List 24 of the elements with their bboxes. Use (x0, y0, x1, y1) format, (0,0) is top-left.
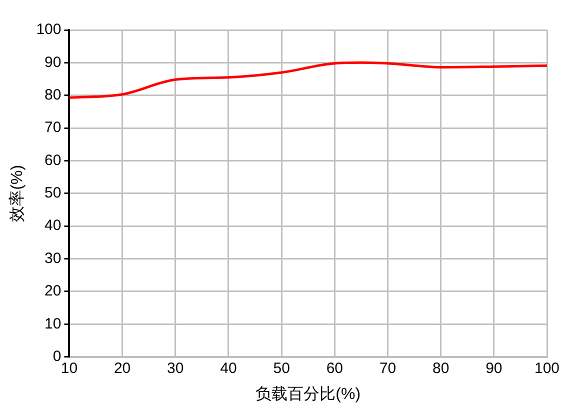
y-tick-label: 30 (44, 250, 62, 267)
x-tick-label: 90 (486, 360, 502, 377)
y-tick-label: 100 (36, 21, 62, 38)
x-tick-label: 40 (220, 360, 237, 377)
y-axis-title: 效率(%) (8, 164, 26, 222)
y-tick-label: 90 (44, 54, 62, 71)
y-tick-label: 60 (44, 152, 62, 169)
x-tick-label: 60 (326, 360, 343, 377)
y-tick-label: 0 (52, 348, 62, 365)
x-tick-label: 10 (60, 360, 78, 377)
x-tick-label: 100 (534, 360, 560, 377)
x-tick-label: 20 (114, 360, 131, 377)
y-tick-label: 70 (44, 119, 62, 136)
x-tick-label: 30 (167, 360, 184, 377)
x-tick-label: 70 (379, 360, 396, 377)
x-tick-label: 80 (432, 360, 450, 377)
y-tick-label: 40 (44, 217, 62, 234)
line-series (69, 61, 547, 99)
y-tick-label: 80 (44, 86, 62, 104)
y-tick-label: 50 (44, 184, 62, 202)
x-axis-title: 负载百分比(%) (256, 384, 361, 403)
x-tick-label: 50 (273, 360, 290, 377)
y-tick-label: 20 (44, 282, 62, 300)
y-tick-label: 10 (44, 315, 62, 332)
